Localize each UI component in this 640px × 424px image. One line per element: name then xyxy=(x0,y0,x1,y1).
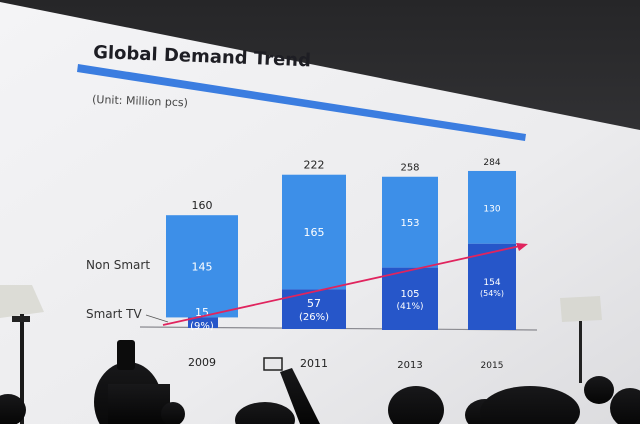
left-stand xyxy=(0,285,44,424)
legend-non-smart: Non Smart xyxy=(86,258,150,272)
legend-smart-tv-leader xyxy=(145,314,169,323)
smart-tv-share-2009: (9%) xyxy=(190,321,214,332)
smart-tv-share-2013: (41%) xyxy=(396,302,423,312)
x-tick-2011: 2011 xyxy=(300,357,328,370)
legend-smart-tv: Smart TV xyxy=(86,307,142,321)
total-label-2011: 222 xyxy=(304,159,325,172)
total-label-2015: 284 xyxy=(483,158,500,168)
non-smart-value-2009: 145 xyxy=(192,260,213,273)
audience xyxy=(0,340,640,424)
trend-arrow xyxy=(162,243,528,326)
x-tick-2013: 2013 xyxy=(397,360,422,371)
total-label-2013: 258 xyxy=(400,163,419,174)
audience-camera xyxy=(263,357,283,371)
bar-non-smart-2009 xyxy=(166,215,238,318)
bar-non-smart-2011 xyxy=(282,174,346,290)
bar-non-smart-2013 xyxy=(382,176,438,268)
non-smart-value-2015: 130 xyxy=(483,204,500,214)
smart-tv-share-2015: (54%) xyxy=(480,289,504,298)
x-tick-2015: 2015 xyxy=(481,361,504,371)
smart-tv-value-2011: 57 xyxy=(307,297,321,310)
smart-tv-value-2015: 154 xyxy=(483,278,500,288)
non-smart-value-2011: 165 xyxy=(304,226,325,239)
non-smart-value-2013: 153 xyxy=(400,218,419,229)
smart-tv-share-2011: (26%) xyxy=(299,312,329,323)
total-label-2009: 160 xyxy=(192,199,213,212)
x-tick-2009: 2009 xyxy=(188,356,216,369)
smart-tv-value-2013: 105 xyxy=(400,289,419,300)
bar-non-smart-2015 xyxy=(468,170,516,244)
unit-label: (Unit: Million pcs) xyxy=(92,93,188,109)
stacked-bar-chart: 16014515(9%)200922216557(26%)20112581531… xyxy=(166,158,516,371)
right-stand xyxy=(560,296,602,383)
bar-smart-tv-2009 xyxy=(188,317,218,328)
bar-smart-tv-2015 xyxy=(468,243,516,330)
bar-smart-tv-2013 xyxy=(382,267,438,330)
title-accent-bar xyxy=(77,64,526,141)
